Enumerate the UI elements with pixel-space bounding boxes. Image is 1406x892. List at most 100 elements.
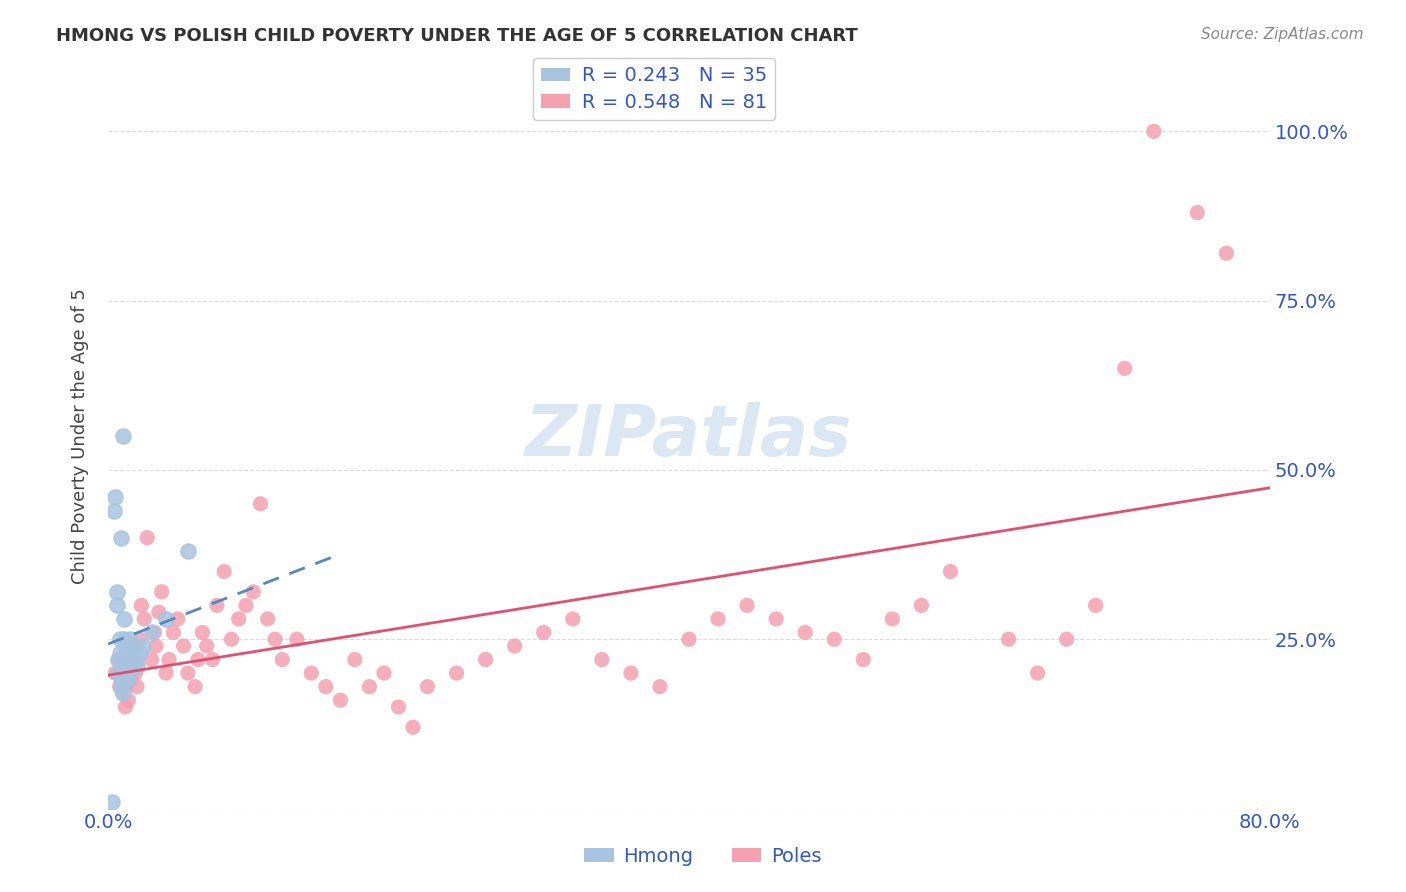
Point (882, 612, 904, 626)
Point (108, 646, 131, 660)
Point (1143, 124, 1166, 138)
Point (735, 599, 758, 613)
Point (1215, 246, 1237, 260)
Y-axis label: Child Poverty Under the Age of 5: Child Poverty Under the Age of 5 (72, 288, 89, 584)
Text: ZIPatlas: ZIPatlas (526, 401, 852, 471)
Point (105, 599, 128, 613)
Point (125, 680, 148, 694)
Point (103, 503, 125, 517)
Point (107, 652, 129, 666)
Point (122, 646, 145, 660)
Point (402, 720, 425, 734)
Point (118, 632, 141, 647)
Point (707, 612, 730, 626)
Point (117, 666, 139, 681)
Point (111, 673, 134, 687)
Point (852, 652, 875, 666)
Point (118, 646, 141, 660)
Point (221, 632, 243, 647)
Point (212, 565, 235, 579)
Point (285, 632, 308, 647)
Point (104, 490, 127, 504)
Point (191, 625, 214, 640)
Point (115, 680, 138, 694)
Point (166, 612, 188, 626)
Point (155, 612, 177, 626)
Point (136, 531, 159, 545)
Point (111, 429, 134, 443)
Point (120, 652, 142, 666)
Point (114, 646, 136, 660)
Point (114, 659, 136, 673)
Text: Source: ZipAtlas.com: Source: ZipAtlas.com (1201, 27, 1364, 42)
Point (107, 666, 129, 681)
Point (242, 584, 264, 599)
Point (141, 625, 163, 640)
Point (120, 673, 142, 687)
Point (121, 652, 143, 666)
Point (1026, 666, 1049, 681)
Point (271, 652, 294, 666)
Point (177, 544, 200, 558)
Point (150, 584, 173, 599)
Point (108, 632, 131, 647)
Point (228, 612, 250, 626)
Point (104, 666, 127, 681)
Point (108, 680, 131, 694)
Point (173, 639, 195, 653)
Point (111, 686, 134, 700)
Point (122, 639, 145, 653)
Point (111, 686, 134, 700)
Point (101, 795, 124, 809)
Point (329, 693, 352, 707)
Point (110, 531, 132, 545)
Point (141, 652, 163, 666)
Point (148, 605, 170, 619)
Point (131, 599, 153, 613)
Point (387, 700, 409, 714)
Point (114, 700, 136, 714)
Point (132, 639, 155, 653)
Point (155, 666, 177, 681)
Point (125, 659, 148, 673)
Point (111, 652, 134, 666)
Point (765, 612, 787, 626)
Point (264, 632, 287, 647)
Point (474, 652, 496, 666)
Point (620, 666, 643, 681)
Point (910, 599, 932, 613)
Point (115, 639, 138, 653)
Point (157, 652, 180, 666)
Point (533, 625, 555, 640)
Point (129, 632, 152, 647)
Point (195, 639, 218, 653)
Point (177, 666, 200, 681)
Point (124, 666, 146, 681)
Point (678, 632, 700, 647)
Point (118, 666, 141, 681)
Point (121, 659, 143, 673)
Point (591, 652, 613, 666)
Point (823, 632, 845, 647)
Point (503, 639, 526, 653)
Point (315, 680, 337, 694)
Point (794, 625, 817, 640)
Legend: R = 0.243   N = 35, R = 0.548   N = 81: R = 0.243 N = 35, R = 0.548 N = 81 (533, 59, 775, 120)
Legend: Hmong, Poles: Hmong, Poles (576, 838, 830, 873)
Point (235, 599, 257, 613)
Text: HMONG VS POLISH CHILD POVERTY UNDER THE AGE OF 5 CORRELATION CHART: HMONG VS POLISH CHILD POVERTY UNDER THE … (56, 27, 858, 45)
Point (561, 612, 583, 626)
Point (1114, 361, 1136, 376)
Point (117, 693, 139, 707)
Point (117, 673, 139, 687)
Point (105, 584, 128, 599)
Point (416, 680, 439, 694)
Point (145, 639, 167, 653)
Point (187, 652, 209, 666)
Point (359, 680, 381, 694)
Point (112, 612, 135, 626)
Point (112, 632, 135, 647)
Point (162, 625, 184, 640)
Point (373, 666, 395, 681)
Point (143, 625, 166, 640)
